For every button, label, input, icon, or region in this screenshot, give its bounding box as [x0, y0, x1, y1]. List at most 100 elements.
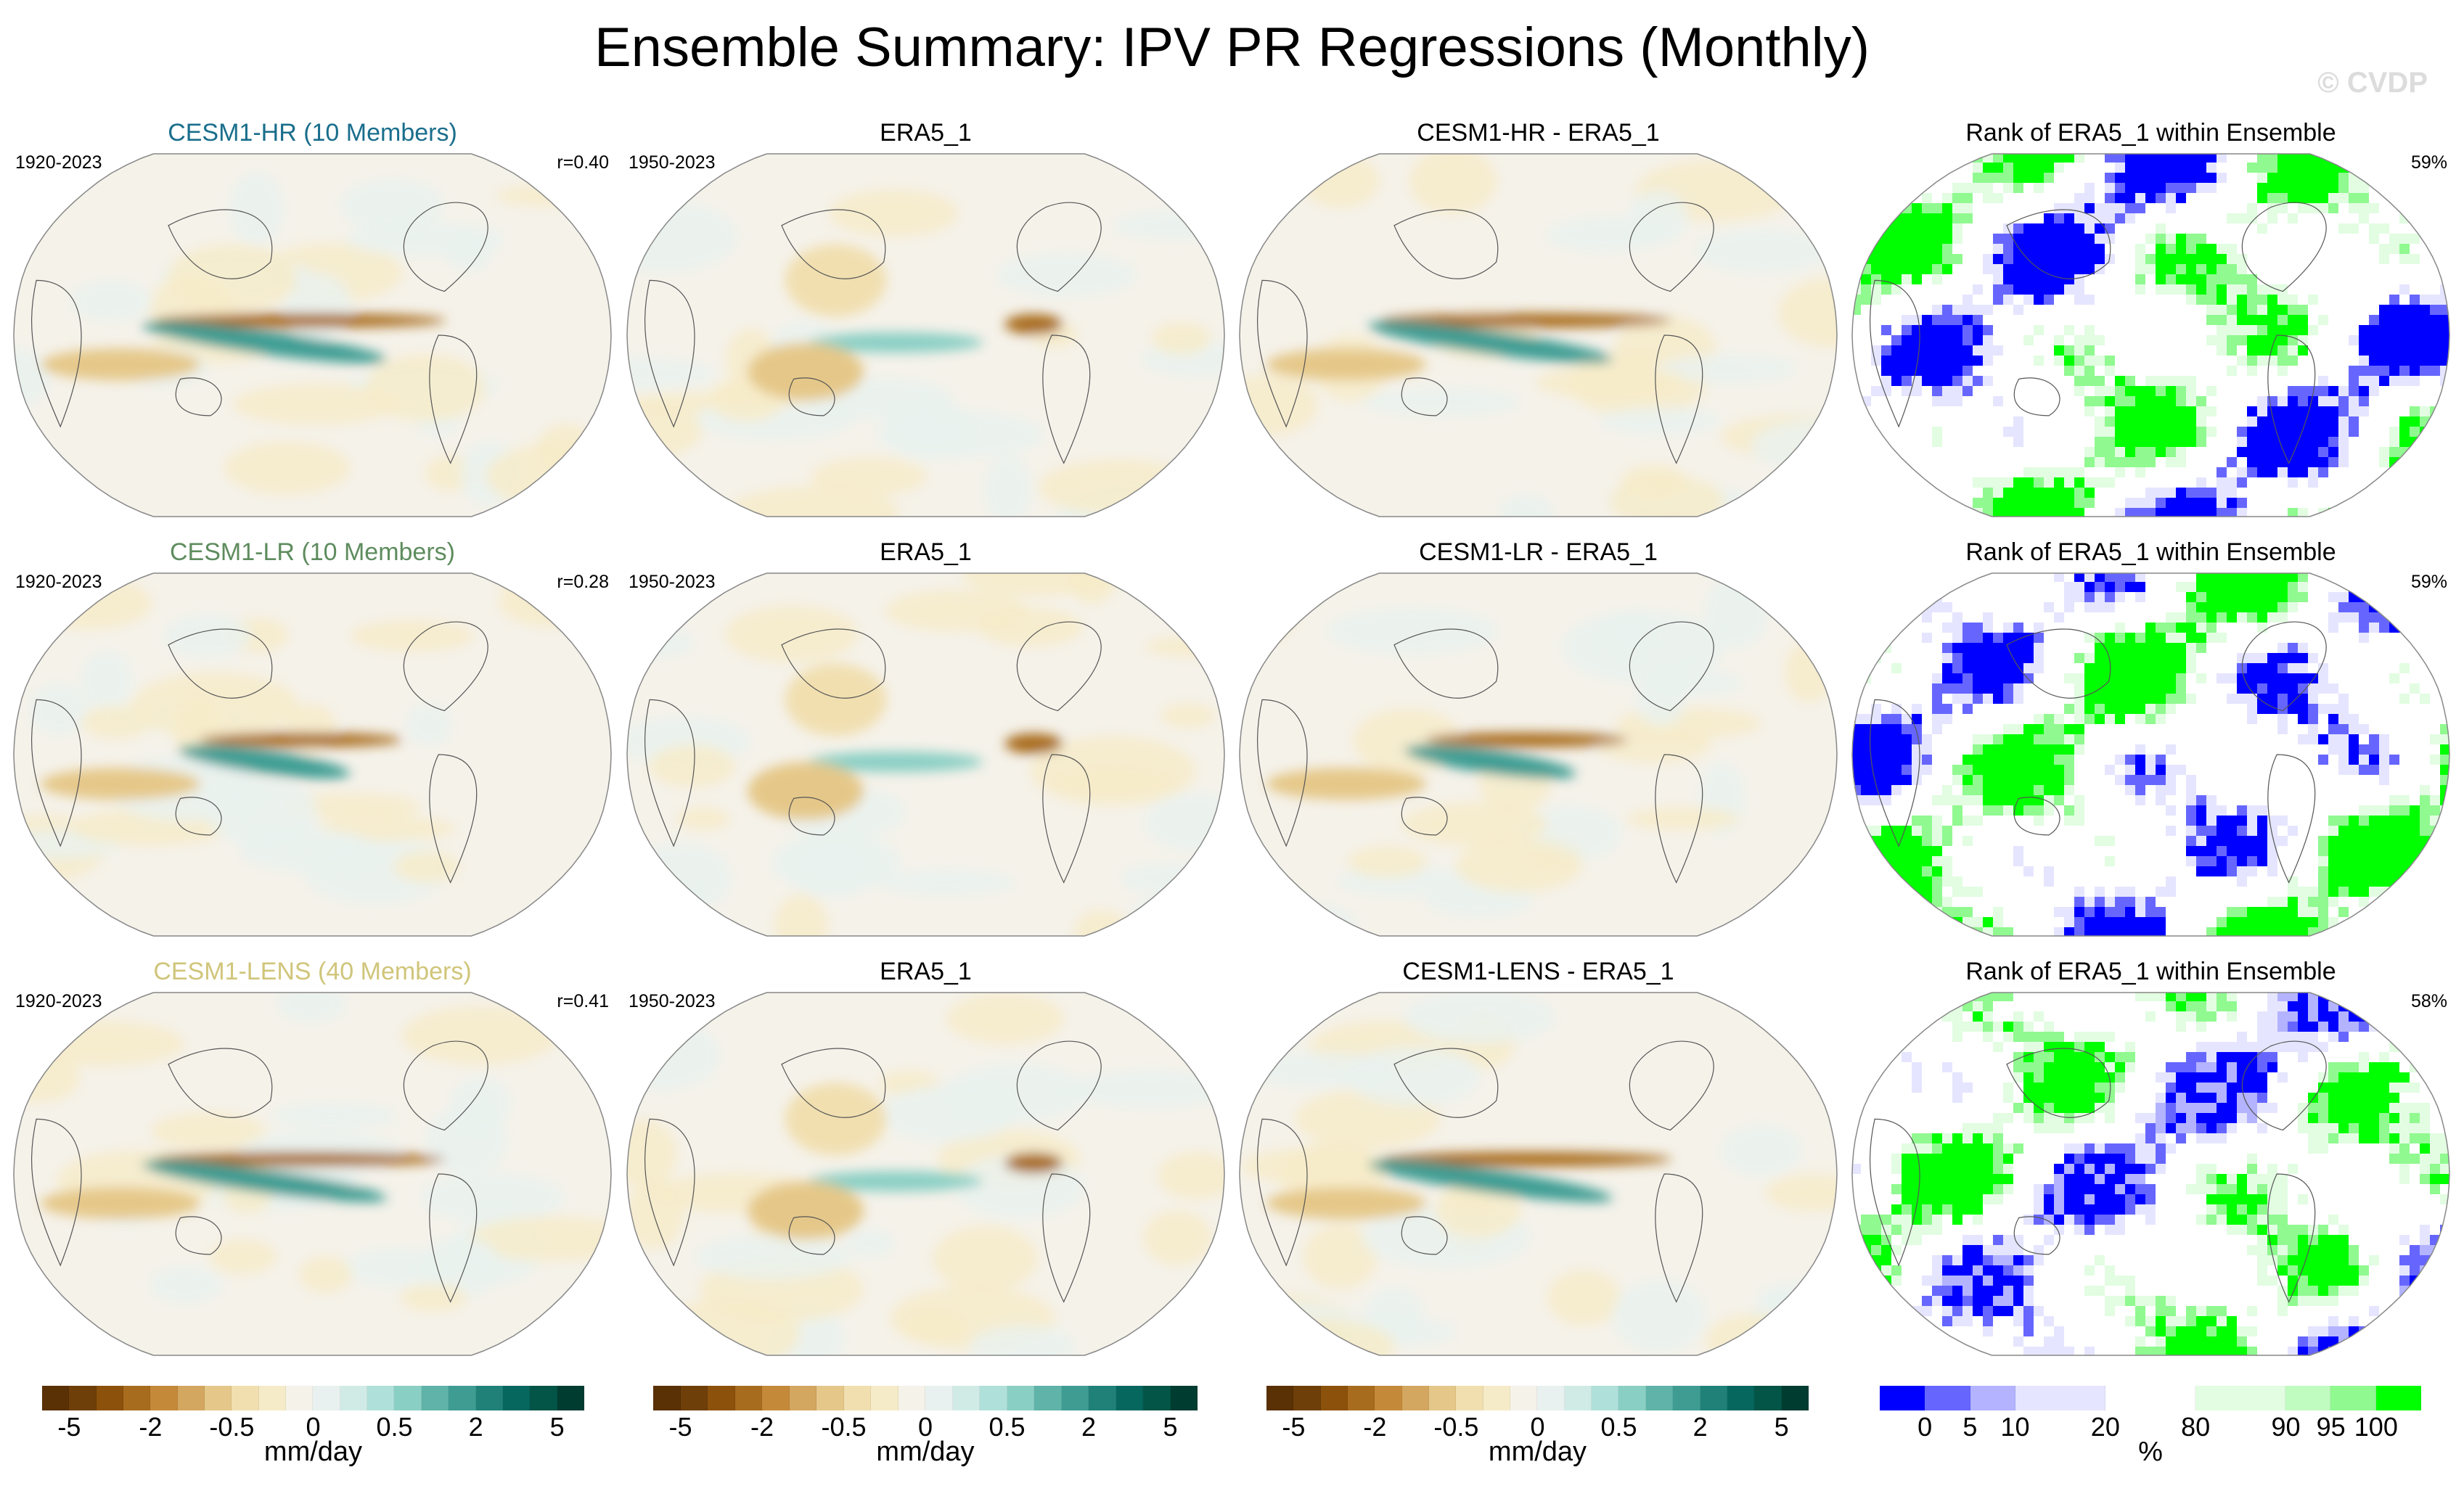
rank-cell [2410, 927, 2420, 936]
rank-cell [2277, 602, 2288, 612]
rank-cell [2115, 887, 2125, 897]
rank-cell [2267, 447, 2277, 457]
rank-cell [1962, 1164, 1973, 1174]
rank-cell [2084, 488, 2095, 498]
rank-cell [1962, 183, 1973, 193]
rank-cell [2379, 816, 2389, 826]
rank-cell [2084, 447, 2095, 457]
rank-cell [1852, 1306, 1861, 1316]
rank-cell [2349, 765, 2359, 775]
rank-cell [2369, 1347, 2379, 1355]
rank-cell [2105, 396, 2115, 406]
coastline [2006, 1048, 2111, 1118]
rank-cell [2166, 1306, 2176, 1316]
rank-cell [1871, 1276, 1881, 1286]
rank-cell [2298, 1113, 2308, 1123]
rank-cell [2338, 416, 2349, 427]
rank-cell [2298, 386, 2308, 396]
rank-cell [1983, 1123, 1993, 1133]
rank-cell [1861, 775, 1871, 785]
rank-cell [2338, 1123, 2349, 1133]
rank-cell [2196, 795, 2206, 805]
rank-cell [2064, 1093, 2074, 1103]
rank-cell [2440, 846, 2449, 856]
rank-cell [2145, 643, 2156, 653]
rank-cell [2379, 602, 2389, 612]
rank-cell [1932, 826, 1942, 836]
rank-cell [2084, 582, 2095, 592]
rank-cell [2298, 582, 2308, 592]
rank-cell [2115, 1052, 2125, 1062]
rank-cell [2359, 1093, 2369, 1103]
rank-cell [2247, 203, 2257, 213]
rank-cell [2054, 477, 2064, 488]
rank-cell [2308, 1296, 2318, 1306]
rank-cell [1852, 437, 1861, 447]
rank-cell [1993, 1042, 2003, 1052]
rank-cell [2135, 785, 2145, 795]
rank-cell [2206, 183, 2217, 193]
rank-cell [1952, 1022, 1962, 1032]
rank-cell [2054, 508, 2064, 517]
rank-cell [2369, 826, 2379, 836]
rank-cell [2288, 1265, 2298, 1276]
rank-cell [2440, 623, 2449, 633]
map-rank [1851, 153, 2451, 517]
rank-cell [2084, 366, 2095, 376]
rank-cell [2186, 623, 2196, 633]
rank-cell [2105, 193, 2115, 203]
rank-cell [2359, 213, 2369, 223]
rank-cell [1952, 1255, 1962, 1265]
rank-cell [2176, 498, 2186, 508]
rank-cell [1902, 1215, 1912, 1225]
rank-cell [1952, 1154, 1962, 1164]
rank-cell [2125, 508, 2135, 517]
colorbar-swatch [952, 1386, 980, 1410]
rank-cell [2135, 795, 2145, 805]
colorbar-swatch [1537, 1386, 1565, 1410]
rank-cell [2399, 663, 2410, 673]
rank-cell [2338, 724, 2349, 734]
rank-cell [2399, 213, 2410, 223]
rank-cell [1891, 704, 1902, 714]
rank-cell [2044, 154, 2054, 163]
rank-cell [1993, 765, 2003, 775]
rank-cell [2277, 724, 2288, 734]
rank-cell [1852, 876, 1861, 887]
rank-cell [2379, 866, 2389, 876]
rank-cell [1922, 325, 1932, 335]
rank-cell [2034, 163, 2044, 173]
rank-cell [2308, 1143, 2318, 1154]
rank-cell [2074, 508, 2084, 517]
colorbar-tick-label: 95 [2316, 1412, 2346, 1442]
rank-cell [2206, 386, 2217, 396]
rank-cell [1962, 1083, 1973, 1093]
rank-cell [2186, 508, 2196, 517]
rank-cell [1852, 1052, 1861, 1062]
rank-cell [2156, 785, 2166, 795]
rank-cell [2450, 488, 2451, 498]
rank-cell [2034, 653, 2044, 663]
rank-cell [2430, 1316, 2440, 1326]
rank-cell [2064, 1194, 2074, 1204]
rank-cell [1881, 602, 1891, 612]
rank-cell [1942, 213, 1952, 223]
rank-cell [2450, 1225, 2451, 1235]
rank-cell [2176, 1133, 2186, 1143]
colorbar-swatch [1170, 1386, 1198, 1410]
rank-cell [2023, 724, 2034, 734]
rank-cell [2125, 887, 2135, 897]
rank-cell [2440, 427, 2449, 437]
rank-cell [2196, 1123, 2206, 1133]
rank-cell [2125, 704, 2135, 714]
rank-cell [1912, 234, 1922, 244]
rank-cell [2074, 366, 2084, 376]
rank-cell [2379, 1103, 2389, 1113]
rank-cell [2054, 1204, 2064, 1215]
rank-cell [2206, 1164, 2217, 1174]
rank-cell [2176, 1062, 2186, 1072]
rank-cell [2267, 1204, 2277, 1215]
rank-cell [2227, 1001, 2237, 1011]
rank-cell [2328, 856, 2338, 866]
map-field [627, 154, 1224, 517]
